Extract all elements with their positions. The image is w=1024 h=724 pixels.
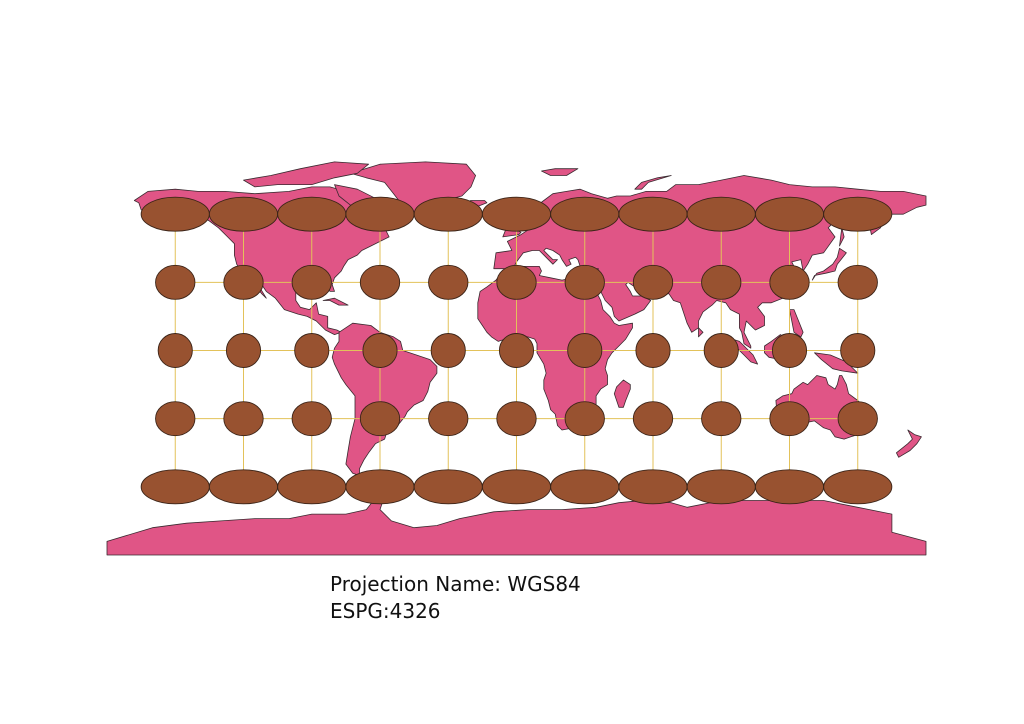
tissot-ellipse (567, 333, 603, 368)
tissot-ellipse (223, 264, 264, 300)
tissot-ellipse (498, 333, 535, 368)
landmass-sakhalin (839, 227, 845, 247)
tissot-ellipse (481, 196, 552, 232)
tissot-ellipse (771, 333, 808, 368)
tissot-ellipse (359, 264, 401, 300)
tissot-ellipse (413, 469, 483, 505)
tissot-ellipse (155, 401, 196, 437)
tissot-ellipse (837, 401, 878, 437)
tissot-ellipse (496, 401, 537, 437)
tissot-ellipse (686, 196, 756, 232)
landmass-new-zealand (896, 429, 922, 458)
tissot-ellipse (428, 401, 469, 437)
tissot-ellipse (428, 264, 469, 300)
tissot-ellipse (223, 401, 264, 437)
landmass-philippines (789, 309, 804, 338)
tissot-ellipse (157, 333, 193, 368)
tissot-ellipse (550, 196, 620, 232)
landmass-svalbard (541, 168, 579, 176)
tissot-ellipse (277, 196, 347, 232)
tissot-ellipse (550, 469, 620, 505)
tissot-ellipse (701, 401, 742, 437)
landmass-madagascar (613, 379, 631, 408)
tissot-ellipse (291, 401, 332, 437)
tissot-ellipse (823, 196, 893, 232)
tissot-ellipse (277, 469, 347, 505)
tissot-ellipse (840, 333, 876, 368)
tissot-ellipse (140, 196, 210, 232)
tissot-ellipse (359, 401, 401, 437)
landmass-new-guinea (814, 352, 859, 374)
landmass-novaya-zemlya (634, 175, 672, 190)
tissot-ellipse (754, 469, 825, 505)
landmass-antarctica (106, 495, 927, 556)
tissot-ellipse (225, 333, 262, 368)
tissot-ellipse (632, 401, 674, 437)
tissot-ellipse (632, 264, 674, 300)
tissot-ellipse (345, 196, 415, 232)
tissot-ellipse (837, 264, 878, 300)
tissot-ellipse (294, 333, 330, 368)
tissot-ellipse (564, 401, 605, 437)
tissot-ellipse (618, 196, 688, 232)
tissot-ellipse (430, 333, 466, 368)
tissot-ellipse (635, 333, 671, 368)
tissot-ellipse (564, 264, 605, 300)
landmass-sri-lanka (698, 327, 704, 338)
tissot-ellipse (481, 469, 552, 505)
landmass-japan (811, 247, 847, 281)
tissot-ellipse (703, 333, 739, 368)
tissot-ellipse (701, 264, 742, 300)
tissot-ellipse (155, 264, 196, 300)
tissot-ellipse (291, 264, 332, 300)
landmass-cuba (322, 297, 349, 306)
epsg-label: ESPG:4326 (330, 599, 441, 623)
tissot-ellipse (208, 196, 279, 232)
tissot-ellipse (686, 469, 756, 505)
tissot-ellipse (362, 333, 398, 368)
projection-name-label: Projection Name: WGS84 (330, 572, 581, 596)
tissot-ellipse (618, 469, 688, 505)
tissot-ellipse (345, 469, 415, 505)
tissot-ellipse (823, 469, 893, 505)
tissot-ellipse (413, 196, 483, 232)
landmass-south-america (331, 322, 438, 476)
landmass-arctic-islands (243, 161, 369, 188)
tissot-ellipse (496, 264, 537, 300)
tissot-ellipse (140, 469, 210, 505)
tissot-layer (140, 196, 893, 505)
tissot-ellipse (769, 264, 810, 300)
tissot-ellipse (769, 401, 810, 437)
tissot-ellipse (208, 469, 279, 505)
tissot-ellipse (754, 196, 825, 232)
